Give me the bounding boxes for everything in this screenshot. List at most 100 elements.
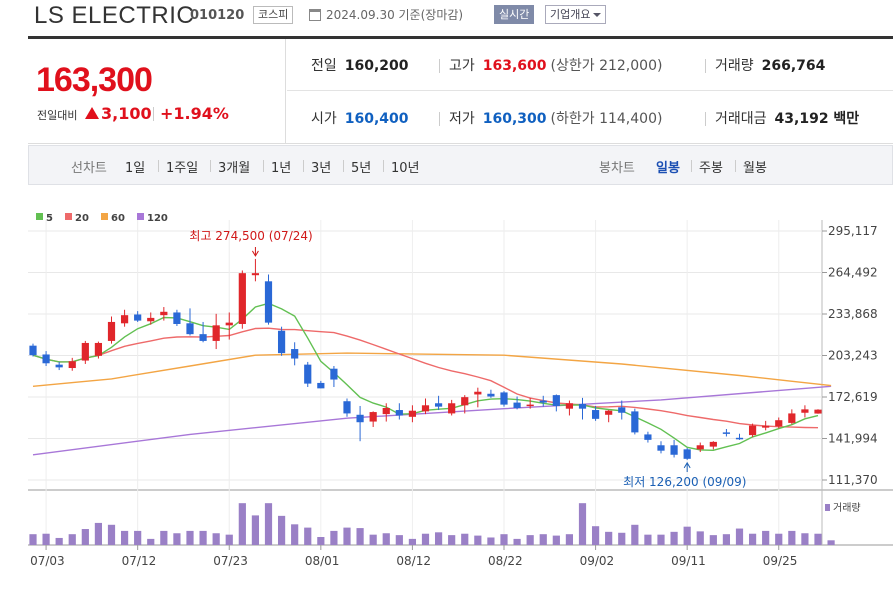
volume-bar bbox=[107, 524, 116, 545]
legend-label: 20 bbox=[75, 213, 89, 224]
company-info-label: 기업개요 bbox=[550, 8, 591, 21]
candle-body bbox=[696, 445, 704, 450]
volume-bar bbox=[487, 537, 495, 545]
period-3y[interactable]: 3년 bbox=[311, 161, 332, 176]
chart-axes: 295,117 264,492 233,868 203,243 172,619 141,9… bbox=[30, 224, 878, 568]
candle-weekly[interactable]: 주봉 bbox=[699, 161, 723, 176]
current-price: 163,300 bbox=[36, 61, 153, 99]
candle-body bbox=[147, 317, 155, 322]
prev-close-cell: 전일 160,200 bbox=[311, 55, 409, 75]
volume-bar bbox=[709, 535, 717, 545]
low-label: 저가 bbox=[449, 111, 475, 127]
low-value: 160,300 bbox=[482, 111, 547, 127]
volume-bar bbox=[526, 535, 534, 545]
candle-body bbox=[500, 392, 508, 405]
candle-body bbox=[565, 403, 574, 409]
candle-body bbox=[421, 405, 430, 412]
period-5y[interactable]: 5년 bbox=[351, 161, 372, 176]
volume-bar bbox=[827, 540, 835, 545]
candle-body bbox=[578, 403, 587, 409]
period-1w[interactable]: 1주일 bbox=[166, 161, 199, 176]
candle-body bbox=[461, 397, 469, 406]
legend-swatch bbox=[101, 213, 108, 220]
volume-bar bbox=[160, 530, 168, 545]
open-cell: 시가 160,400 bbox=[311, 108, 409, 128]
volume-bar bbox=[788, 530, 796, 545]
moving-average-lines bbox=[32, 302, 832, 456]
divider bbox=[153, 107, 154, 121]
y-tick-label: 264,492 bbox=[828, 266, 878, 280]
candle-body bbox=[343, 401, 351, 414]
y-tick-label: 203,243 bbox=[828, 349, 878, 363]
candle-body bbox=[605, 410, 613, 415]
candle-body bbox=[670, 445, 678, 455]
x-tick-label: 07/12 bbox=[122, 554, 157, 568]
volume-bar bbox=[657, 534, 665, 545]
legend-swatch bbox=[36, 213, 43, 220]
volume-bar bbox=[722, 534, 731, 545]
x-tick-label: 08/12 bbox=[396, 554, 431, 568]
realtime-button[interactable]: 실시간 bbox=[494, 5, 535, 24]
candle-body bbox=[264, 281, 273, 323]
up-triangle-icon bbox=[85, 107, 99, 119]
candle-body bbox=[304, 364, 312, 384]
volume-bar bbox=[199, 530, 207, 545]
candle-monthly[interactable]: 월봉 bbox=[743, 161, 767, 176]
x-tick-label: 09/02 bbox=[580, 554, 615, 568]
candle-body bbox=[722, 432, 731, 434]
quote-date: 2024.09.30 기준(장마감) bbox=[326, 8, 464, 22]
period-10y[interactable]: 10년 bbox=[391, 161, 420, 176]
volume-bar bbox=[500, 534, 508, 545]
volume-bar bbox=[212, 533, 220, 545]
company-info-dropdown[interactable]: 기업개요 bbox=[545, 5, 607, 24]
open-value: 160,400 bbox=[344, 111, 409, 127]
low-annotation: 최저 126,200 (09/09) bbox=[623, 475, 746, 489]
divider bbox=[439, 112, 440, 126]
candle-body bbox=[120, 315, 129, 324]
volume-bar bbox=[238, 503, 246, 545]
change-value: 3,100 bbox=[101, 104, 152, 123]
candle-body bbox=[487, 393, 495, 397]
divider bbox=[705, 59, 706, 73]
ma60-line bbox=[32, 352, 832, 387]
volume-bar bbox=[291, 524, 299, 545]
candle-chart-label: 봉차트 bbox=[599, 161, 635, 176]
volume-bar bbox=[186, 530, 194, 545]
period-3m[interactable]: 3개월 bbox=[218, 161, 251, 176]
candle-body bbox=[513, 402, 521, 409]
low-arrow-head bbox=[683, 461, 691, 469]
divider bbox=[263, 160, 264, 172]
candle-body bbox=[199, 334, 207, 341]
candle-body bbox=[173, 312, 181, 324]
candle-body bbox=[526, 404, 534, 407]
candle-body bbox=[251, 273, 260, 276]
high-annotation: 최고 274,500 (07/24) bbox=[189, 229, 312, 243]
volume-bar bbox=[578, 503, 587, 545]
x-tick-label: 07/03 bbox=[30, 554, 65, 568]
legend-swatch bbox=[65, 213, 72, 220]
candle-body bbox=[55, 364, 63, 368]
volume-cell: 거래량 266,764 bbox=[715, 55, 825, 75]
volume-bar bbox=[461, 533, 469, 545]
current-price-box: 163,300 전일대비 3,100 +1.94% bbox=[28, 39, 286, 144]
amount-value: 43,192 백만 bbox=[774, 111, 860, 127]
divider bbox=[735, 160, 736, 172]
volume-bar bbox=[801, 533, 809, 545]
divider bbox=[383, 160, 384, 172]
x-tick-label: 09/11 bbox=[671, 554, 706, 568]
prev-close-value: 160,200 bbox=[344, 58, 409, 74]
candle-daily[interactable]: 일봉 bbox=[656, 161, 680, 176]
candle-body bbox=[644, 434, 652, 440]
volume-bar bbox=[264, 503, 273, 545]
volume-bar bbox=[696, 531, 704, 545]
candle-body bbox=[238, 273, 246, 324]
candle-body bbox=[474, 391, 482, 395]
volume-bar bbox=[304, 527, 312, 545]
volume-bar bbox=[173, 533, 181, 545]
candle-body bbox=[186, 323, 194, 335]
volume-bar bbox=[565, 534, 574, 545]
x-tick-label: 08/22 bbox=[488, 554, 523, 568]
period-1d[interactable]: 1일 bbox=[125, 161, 146, 176]
period-1y[interactable]: 1년 bbox=[271, 161, 292, 176]
chevron-down-icon bbox=[593, 13, 602, 17]
